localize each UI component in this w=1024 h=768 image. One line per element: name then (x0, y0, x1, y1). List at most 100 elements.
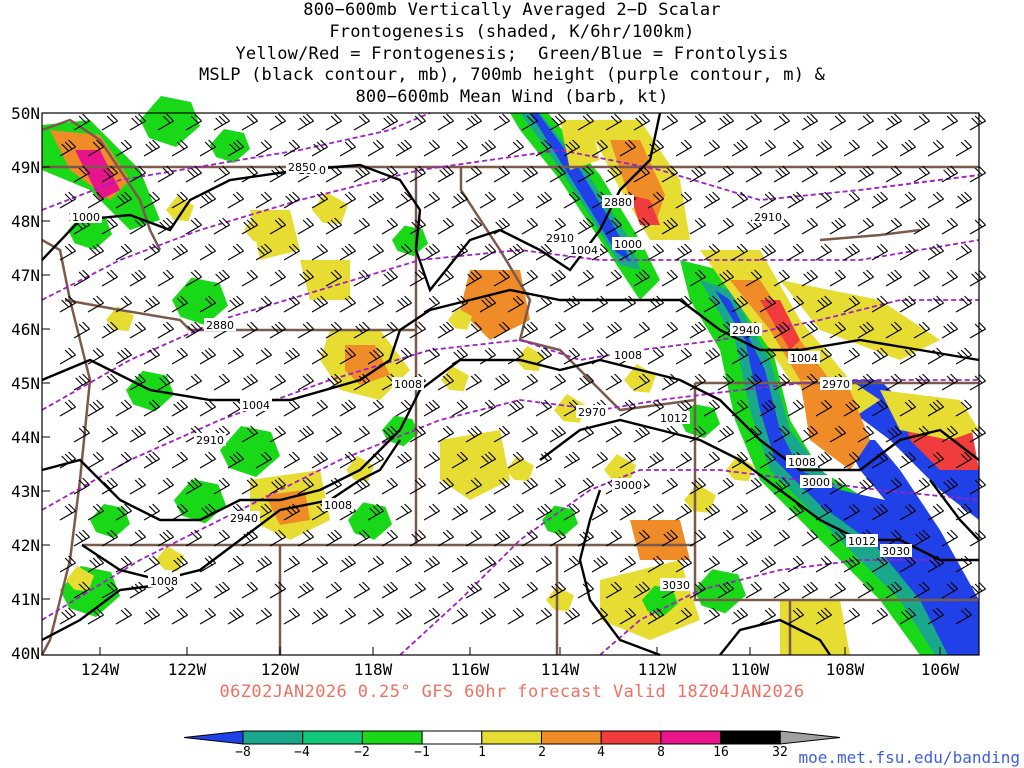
wind-barb-278 (437, 321, 454, 339)
wind-barb-82 (493, 165, 510, 183)
wind-barb-92 (773, 165, 790, 183)
wind-barb-221 (689, 269, 706, 287)
wind-barb-474 (381, 477, 398, 495)
wind-barb-396 (955, 399, 972, 417)
wind-barb-579 (535, 555, 552, 573)
title-line-4: MSLP (black contour, mb), 700mb height (… (198, 65, 826, 86)
wind-barb-166 (59, 243, 76, 261)
mslp-label-4: 1004 (568, 243, 600, 257)
wind-barb-554 (773, 529, 790, 547)
wind-barb-548 (605, 529, 622, 547)
wind-barb-355 (745, 373, 762, 391)
wind-barb-425 (857, 425, 874, 443)
wind-barb-308 (339, 347, 356, 365)
wind-barb-295 (913, 321, 930, 339)
height-label-7: 2940 (228, 511, 260, 525)
wind-barb-272 (269, 321, 286, 339)
wind-barb-640 (395, 607, 412, 625)
wind-barb-251 (591, 295, 608, 313)
wind-barb-300 (115, 347, 132, 365)
wind-barb-118 (563, 191, 580, 209)
wind-barb-68 (101, 165, 118, 183)
title-line-5: 800−600mb Mean Wind (barb, kt) (355, 87, 669, 108)
wind-barb-377 (423, 399, 440, 417)
wind-barb-281 (521, 321, 538, 339)
frontogenesis-patch-5 (441, 366, 469, 392)
wind-barb-98 (941, 165, 958, 183)
wind-barb-239 (255, 295, 272, 313)
wind-barb-253 (647, 295, 664, 313)
frontogenesis-patch-6 (516, 346, 544, 372)
wind-barb-441 (367, 451, 384, 469)
wind-barb-582 (619, 555, 636, 573)
wind-barb-578 (507, 555, 524, 573)
wind-barb-404 (269, 425, 286, 443)
wind-barb-301 (143, 347, 160, 365)
wind-barb-313 (479, 347, 496, 365)
wind-barb-646 (563, 607, 580, 625)
wind-barb-659 (927, 607, 944, 625)
wind-barb-537 (297, 529, 314, 547)
wind-barb-194 (843, 243, 860, 261)
wind-barb-245 (423, 295, 440, 313)
mslp-label-14: 1000 (70, 210, 102, 224)
wind-barb-521 (759, 503, 776, 521)
wind-barb-365 (87, 399, 104, 417)
svg-text:3030: 3030 (662, 579, 690, 592)
wind-barb-461 (927, 451, 944, 469)
wind-barb-131 (927, 191, 944, 209)
wind-barb-255 (703, 295, 720, 313)
wind-barb-176 (339, 243, 356, 261)
wind-barb-311 (423, 347, 440, 365)
wind-barb-61 (815, 139, 832, 157)
wind-barb-228 (885, 269, 902, 287)
wind-barb-170 (171, 243, 188, 261)
wind-barb-287 (689, 321, 706, 339)
colorbar-label-3: −2 (354, 745, 370, 760)
wind-barb-539 (353, 529, 370, 547)
svg-text:2910: 2910 (196, 434, 224, 447)
wind-barb-632 (171, 607, 188, 625)
wind-barb-656 (843, 607, 860, 625)
wind-barb-174 (283, 243, 300, 261)
wind-barb-338 (269, 373, 286, 391)
wind-barb-70 (157, 165, 174, 183)
wind-barb-136 (157, 217, 174, 235)
wind-barb-153 (633, 217, 650, 235)
wind-barb-597 (129, 581, 146, 599)
wind-barb-546 (549, 529, 566, 547)
wind-barb-526 (899, 503, 916, 521)
wind-barb-305 (255, 347, 272, 365)
wind-barb-1 (73, 113, 90, 131)
wind-barb-17 (521, 113, 538, 131)
wind-barb-528 (955, 503, 972, 521)
wind-barb-86 (605, 165, 622, 183)
wind-barb-444 (451, 451, 468, 469)
wind-barb-285 (633, 321, 650, 339)
height-label-8: 2940 (730, 323, 762, 337)
wind-barb-636 (283, 607, 300, 625)
wind-barb-393 (871, 399, 888, 417)
wind-barb-319 (647, 347, 664, 365)
wind-barb-362 (941, 373, 958, 391)
wind-barb-645 (535, 607, 552, 625)
wind-barb-513 (535, 503, 552, 521)
lat-label-46n: 46N (11, 320, 40, 339)
wind-barb-132 (955, 191, 972, 209)
wind-barb-346 (493, 373, 510, 391)
wind-barb-480 (549, 477, 566, 495)
height-label-9: 2970 (576, 405, 608, 419)
wind-barb-591 (871, 555, 888, 573)
wind-barb-203 (185, 269, 202, 287)
wind-barb-164 (941, 217, 958, 235)
frontogenesis-patch-11 (448, 308, 472, 330)
wind-barb-397 (73, 425, 90, 443)
wind-barb-109 (311, 191, 328, 209)
mslp-contour-5 (539, 418, 979, 562)
wind-barb-373 (311, 399, 328, 417)
wind-barb-633 (199, 607, 216, 625)
height-contour-1 (41, 112, 431, 211)
wind-barb-448 (563, 451, 580, 469)
colorbar-segment-5 (481, 730, 542, 745)
wind-barb-137 (185, 217, 202, 235)
